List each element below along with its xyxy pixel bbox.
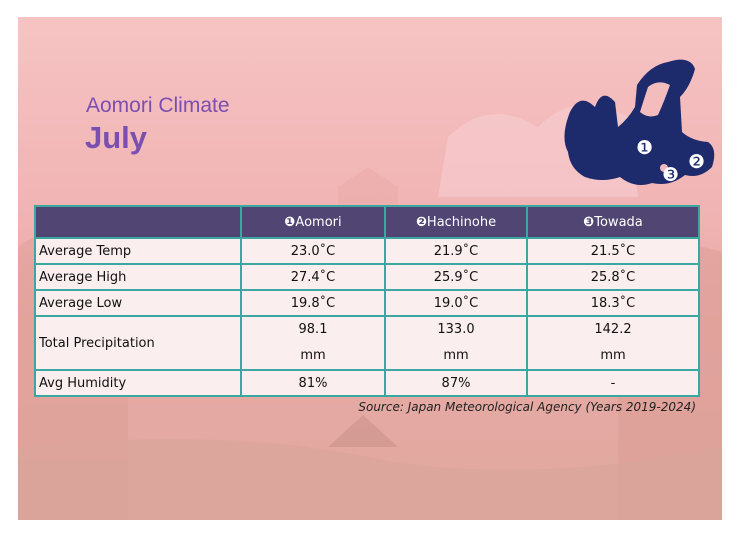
map-marker-2: ❷	[688, 151, 705, 173]
table-cell: 23.0˚C	[240, 237, 386, 265]
source-note: Source: Japan Meteorological Agency (Yea…	[358, 400, 696, 414]
map-dot	[660, 164, 668, 172]
scenery-ground	[18, 439, 722, 520]
table-cell: 21.9˚C	[384, 237, 528, 265]
slide: Aomori Climate July ❶ ❷ ❸ ❶Aomori ❷Hachi…	[18, 17, 722, 520]
column-marker: ❸	[583, 214, 595, 230]
table-row: Average High 27.4˚C 25.9˚C 25.8˚C	[34, 263, 700, 291]
table-cell: 25.9˚C	[384, 263, 528, 291]
table-cell: 19.0˚C	[384, 289, 528, 317]
row-label: Average High	[34, 263, 242, 291]
header-empty-cell	[34, 205, 242, 239]
cell-value: 98.1	[298, 322, 328, 337]
table-row: Average Temp 23.0˚C 21.9˚C 21.5˚C	[34, 237, 700, 265]
table-cell: -	[526, 369, 700, 397]
cell-value: 133.0	[437, 322, 475, 337]
table-header-row: ❶Aomori ❷Hachinohe ❸Towada	[34, 205, 700, 239]
table-cell: 25.8˚C	[526, 263, 700, 291]
aomori-map-icon: ❶ ❷ ❸	[564, 59, 715, 186]
cell-unit: mm	[443, 348, 469, 363]
map-marker-3: ❸	[662, 164, 679, 186]
column-marker: ❶	[284, 214, 296, 230]
column-name: Towada	[594, 214, 643, 230]
column-header-aomori: ❶Aomori	[240, 205, 386, 239]
table-cell: 142.2 mm	[526, 315, 700, 371]
table-cell: 81%	[240, 369, 386, 397]
table-cell: 18.3˚C	[526, 289, 700, 317]
scenery-roof	[328, 415, 398, 447]
column-header-hachinohe: ❷Hachinohe	[384, 205, 528, 239]
month-title: July	[85, 120, 148, 155]
table-cell: 21.5˚C	[526, 237, 700, 265]
aomori-prefecture-shape	[564, 59, 715, 185]
table-cell: 98.1 mm	[240, 315, 386, 371]
cell-unit: mm	[600, 348, 626, 363]
row-label: Average Low	[34, 289, 242, 317]
map-marker-1: ❶	[636, 137, 653, 159]
climate-table: ❶Aomori ❷Hachinohe ❸Towada Average Temp …	[34, 205, 700, 397]
row-label: Avg Humidity	[34, 369, 242, 397]
table-cell: 19.8˚C	[240, 289, 386, 317]
column-header-towada: ❸Towada	[526, 205, 700, 239]
column-name: Hachinohe	[426, 214, 497, 230]
row-label: Total Precipitation	[34, 315, 242, 371]
table-row: Average Low 19.8˚C 19.0˚C 18.3˚C	[34, 289, 700, 317]
cell-value: 142.2	[594, 322, 632, 337]
row-label: Average Temp	[34, 237, 242, 265]
table-row: Avg Humidity 81% 87% -	[34, 369, 700, 397]
table-row: Total Precipitation 98.1 mm 133.0 mm 142.2…	[34, 315, 700, 371]
column-marker: ❷	[415, 214, 427, 230]
cell-unit: mm	[300, 348, 326, 363]
table-cell: 133.0 mm	[384, 315, 528, 371]
table-cell: 27.4˚C	[240, 263, 386, 291]
table-cell: 87%	[384, 369, 528, 397]
column-name: Aomori	[295, 214, 342, 230]
region-title: Aomori Climate	[86, 94, 230, 117]
